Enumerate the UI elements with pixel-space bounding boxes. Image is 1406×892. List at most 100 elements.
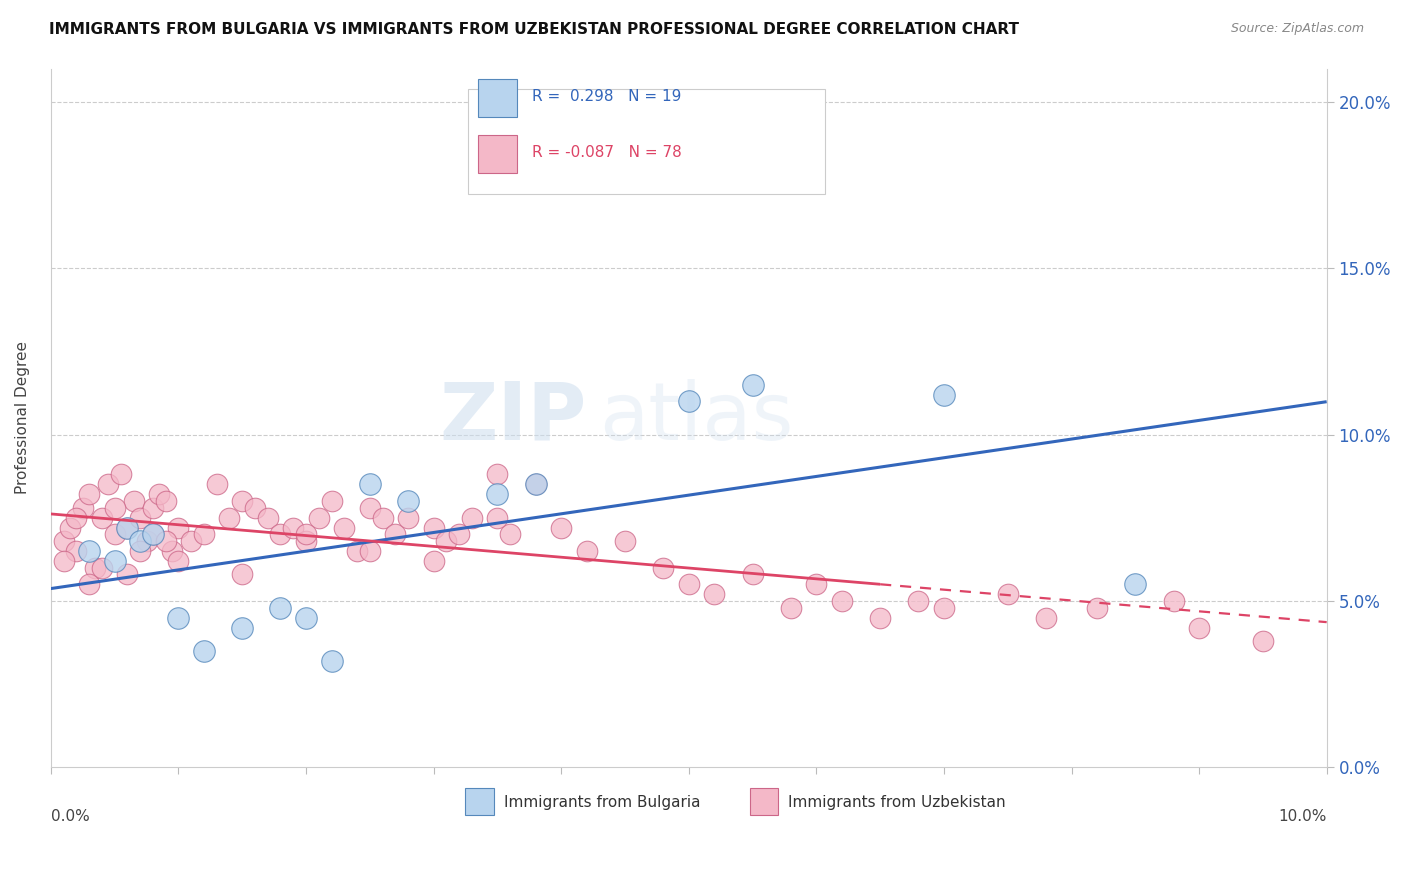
Point [371, 510, 394, 524]
Point [575, 544, 598, 558]
Point [256, 510, 278, 524]
Point [155, 534, 177, 549]
Bar [465, 789, 494, 814]
Point [231, 620, 253, 634]
Point [90, 560, 112, 574]
Point [678, 394, 700, 409]
Point [524, 477, 547, 491]
Point [148, 487, 170, 501]
Text: ZIP: ZIP [440, 379, 586, 457]
FancyBboxPatch shape [468, 89, 825, 194]
Point [90, 510, 112, 524]
Point [524, 477, 547, 491]
Bar [478, 79, 516, 118]
Point [180, 534, 202, 549]
Point [321, 654, 343, 668]
Point [295, 610, 318, 624]
Point [1251, 633, 1274, 648]
Point [907, 594, 929, 608]
Point [486, 510, 509, 524]
Point [295, 534, 318, 549]
Point [308, 510, 330, 524]
Point [97, 477, 120, 491]
Point [1035, 610, 1057, 624]
Point [499, 527, 522, 541]
Point [346, 544, 368, 558]
Point [741, 377, 763, 392]
Point [193, 527, 215, 541]
Point [77, 544, 100, 558]
Text: 0.0%: 0.0% [51, 809, 90, 824]
Point [84, 560, 107, 574]
Point [614, 534, 637, 549]
Text: 10.0%: 10.0% [1278, 809, 1327, 824]
Point [205, 477, 228, 491]
Point [129, 510, 152, 524]
Point [396, 510, 419, 524]
Point [77, 577, 100, 591]
Point [72, 500, 94, 515]
Point [122, 494, 145, 508]
Bar [749, 789, 778, 814]
Point [65, 544, 87, 558]
Point [155, 494, 177, 508]
Point [193, 644, 215, 658]
Text: Source: ZipAtlas.com: Source: ZipAtlas.com [1230, 22, 1364, 36]
Point [333, 521, 356, 535]
Point [1188, 620, 1211, 634]
Point [167, 521, 190, 535]
Point [359, 544, 381, 558]
Point [806, 577, 828, 591]
Point [422, 521, 444, 535]
Point [231, 494, 253, 508]
Point [449, 527, 471, 541]
Point [678, 577, 700, 591]
Point [104, 527, 127, 541]
Point [65, 510, 87, 524]
Point [422, 554, 444, 568]
Point [932, 387, 955, 401]
Point [396, 494, 419, 508]
Point [359, 477, 381, 491]
Point [142, 527, 165, 541]
Point [1085, 600, 1108, 615]
Point [461, 510, 484, 524]
Point [117, 567, 139, 582]
Point [295, 527, 318, 541]
Point [703, 587, 725, 601]
Point [243, 500, 266, 515]
Y-axis label: Professional Degree: Professional Degree [15, 342, 30, 494]
Point [932, 600, 955, 615]
Point [1123, 577, 1146, 591]
Text: R = -0.087   N = 78: R = -0.087 N = 78 [531, 145, 682, 160]
Point [434, 534, 457, 549]
Point [52, 534, 75, 549]
Point [486, 487, 509, 501]
Point [218, 510, 240, 524]
Text: IMMIGRANTS FROM BULGARIA VS IMMIGRANTS FROM UZBEKISTAN PROFESSIONAL DEGREE CORRE: IMMIGRANTS FROM BULGARIA VS IMMIGRANTS F… [49, 22, 1019, 37]
Point [142, 500, 165, 515]
Point [110, 467, 132, 482]
Point [231, 567, 253, 582]
Point [869, 610, 891, 624]
Point [283, 521, 305, 535]
Point [135, 534, 157, 549]
Point [652, 560, 675, 574]
Point [779, 600, 801, 615]
Point [741, 567, 763, 582]
Point [52, 554, 75, 568]
Point [117, 521, 139, 535]
Text: R =  0.298   N = 19: R = 0.298 N = 19 [531, 89, 682, 104]
Text: atlas: atlas [599, 379, 794, 457]
Point [997, 587, 1019, 601]
Point [104, 554, 127, 568]
Point [167, 554, 190, 568]
Text: Immigrants from Uzbekistan: Immigrants from Uzbekistan [789, 795, 1005, 810]
Point [129, 534, 152, 549]
Point [160, 544, 183, 558]
Point [384, 527, 406, 541]
Point [359, 500, 381, 515]
Point [486, 467, 509, 482]
Point [550, 521, 572, 535]
Bar [478, 135, 516, 173]
